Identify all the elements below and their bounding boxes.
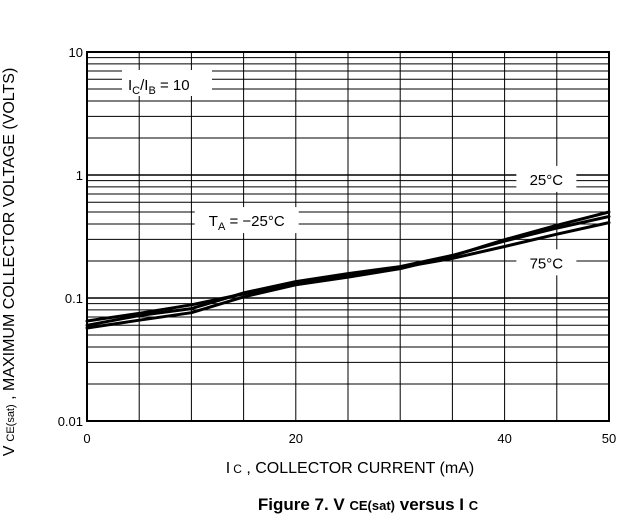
caption-mid: versus I xyxy=(395,495,469,514)
y-axis-label: V CE(sat) , MAXIMUM COLLECTOR VOLTAGE (VO… xyxy=(1,68,18,457)
figure-caption: Figure 7. V CE(sat) versus I C xyxy=(258,495,479,514)
x-tick-label: 50 xyxy=(602,431,616,446)
condition-rest: = 10 xyxy=(156,77,190,94)
series-labels: TA = −25°C 25°C 75°C xyxy=(194,165,577,276)
grid xyxy=(86,51,610,422)
plot-frame xyxy=(86,51,610,422)
caption-prefix: Figure 7. V xyxy=(258,495,350,514)
x-axis-label-rest: , COLLECTOR CURRENT (mA) xyxy=(242,460,474,477)
caption-sub2: C xyxy=(469,498,479,513)
condition-sub1: C xyxy=(132,85,140,97)
series-label-bg xyxy=(516,249,577,276)
x-tick-label: 0 xyxy=(83,431,90,446)
y-tick-label: 0.1 xyxy=(65,291,83,306)
tick-labels: 0 20 40 50 0.01 0.1 1 10 xyxy=(58,45,617,446)
y-axis-label-rest: , MAXIMUM COLLECTOR VOLTAGE (VOLTS) xyxy=(1,68,18,405)
y-axis-label-main: V xyxy=(1,445,18,456)
y-tick-label: 10 xyxy=(69,45,83,60)
y-axis-label-sub: CE(sat) xyxy=(5,404,17,441)
series-lines xyxy=(85,210,611,330)
series-label-1: 25°C xyxy=(530,172,564,189)
condition-label-bg xyxy=(122,70,212,96)
x-tick-label: 20 xyxy=(289,431,303,446)
series-label-0: TA = −25°C xyxy=(209,213,285,233)
condition-main: I xyxy=(128,77,132,94)
series-label-2: 75°C xyxy=(530,255,564,272)
series-line-1 xyxy=(85,215,611,327)
series-label-bg xyxy=(516,165,577,192)
y-tick-label: 0.01 xyxy=(58,414,83,429)
x-tick-label: 40 xyxy=(497,431,511,446)
x-axis-label-sub: C xyxy=(233,462,242,476)
condition-label: IC/IB = 10 xyxy=(128,77,190,97)
series-label-bg xyxy=(194,207,299,234)
condition-slash: /I xyxy=(140,77,148,94)
x-axis-label-main: I xyxy=(226,460,230,477)
condition-sub2: B xyxy=(148,85,155,97)
series-line-2 xyxy=(85,210,611,330)
caption-sub1: CE(sat) xyxy=(350,498,396,513)
y-tick-label: 1 xyxy=(76,168,83,183)
